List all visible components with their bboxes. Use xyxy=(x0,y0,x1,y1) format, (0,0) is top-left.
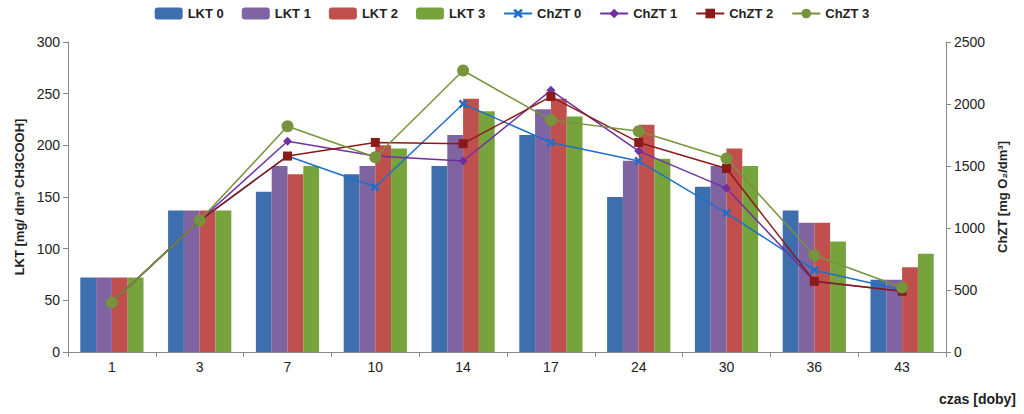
svg-text:43: 43 xyxy=(894,359,910,375)
svg-text:ChZT 2: ChZT 2 xyxy=(729,6,773,21)
svg-text:ChZT [mg O₂/dm³]: ChZT [mg O₂/dm³] xyxy=(995,141,1010,253)
svg-text:50: 50 xyxy=(44,292,60,308)
svg-text:0: 0 xyxy=(954,344,962,360)
svg-text:LKT 0: LKT 0 xyxy=(188,6,224,21)
svg-text:100: 100 xyxy=(37,241,61,257)
svg-text:LKT 1: LKT 1 xyxy=(275,6,311,21)
svg-text:500: 500 xyxy=(954,282,978,298)
svg-text:2000: 2000 xyxy=(954,96,985,112)
svg-text:36: 36 xyxy=(807,359,823,375)
svg-text:150: 150 xyxy=(37,189,61,205)
svg-text:24: 24 xyxy=(631,359,647,375)
svg-text:1500: 1500 xyxy=(954,158,985,174)
svg-text:17: 17 xyxy=(543,359,559,375)
svg-text:czas [doby]: czas [doby] xyxy=(939,391,1016,407)
svg-text:10: 10 xyxy=(368,359,384,375)
svg-text:ChZT 1: ChZT 1 xyxy=(633,6,677,21)
svg-text:LKT 2: LKT 2 xyxy=(362,6,398,21)
svg-text:ChZT 3: ChZT 3 xyxy=(825,6,869,21)
svg-text:ChZT 0: ChZT 0 xyxy=(537,6,581,21)
svg-text:14: 14 xyxy=(455,359,471,375)
svg-text:7: 7 xyxy=(284,359,292,375)
svg-text:1000: 1000 xyxy=(954,220,985,236)
svg-text:LKT 3: LKT 3 xyxy=(449,6,485,21)
svg-text:2500: 2500 xyxy=(954,34,985,50)
svg-text:LKT [mg/ dm³ CH3COOH]: LKT [mg/ dm³ CH3COOH] xyxy=(12,119,27,276)
svg-text:1: 1 xyxy=(108,359,116,375)
svg-text:200: 200 xyxy=(37,137,61,153)
svg-text:30: 30 xyxy=(719,359,735,375)
svg-text:3: 3 xyxy=(196,359,204,375)
svg-text:0: 0 xyxy=(52,344,60,360)
svg-text:300: 300 xyxy=(37,34,61,50)
svg-text:250: 250 xyxy=(37,86,61,102)
